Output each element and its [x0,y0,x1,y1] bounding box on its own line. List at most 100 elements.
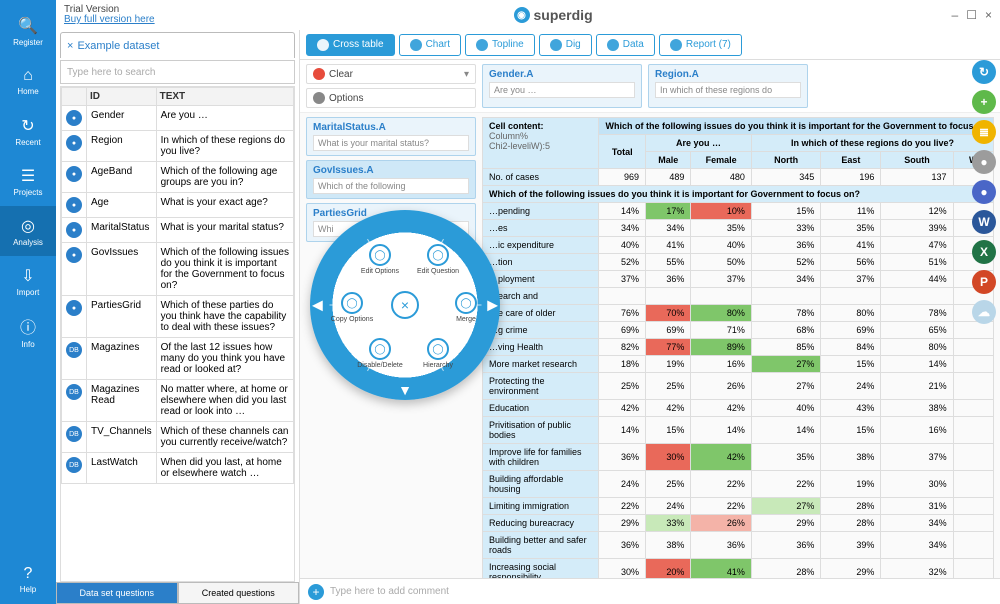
data-row[interactable]: Privitisation of public bodies14%15%14%1… [483,417,994,444]
action-button[interactable]: P [972,270,996,294]
action-button[interactable]: ● [972,180,996,204]
question-text: Of the last 12 issues how many do you th… [156,338,293,380]
data-row[interactable]: …earch and [483,288,994,305]
minimize-icon[interactable]: – [952,8,959,22]
radial-option-icon: ◯ [427,338,449,360]
add-comment-icon[interactable]: + [308,584,324,600]
radial-close-button[interactable]: × [391,291,419,319]
row-label: Reducing bureacracy [483,515,599,532]
data-row[interactable]: …ployment37%36%37%34%37%44% [483,271,994,288]
rail-register[interactable]: 🔍Register [0,6,56,56]
data-row[interactable]: More market research18%19%16%27%15%14% [483,356,994,373]
data-row[interactable]: …es34%34%35%33%35%39% [483,220,994,237]
analysis-tab-topline[interactable]: Topline [465,34,535,56]
tab-icon [670,39,682,51]
dataset-bottom-tabs: Data set questions Created questions [56,582,299,604]
question-row[interactable]: DB LastWatch When did you last, at home … [62,453,294,484]
analysis-tab-chart[interactable]: Chart [399,34,461,56]
question-row[interactable]: ● Region In which of these regions do yo… [62,131,294,162]
dataset-search-input[interactable]: Type here to search [60,60,295,84]
tab-label: Dig [566,39,581,50]
options-button[interactable]: Options [306,88,476,108]
data-row[interactable]: …tion52%55%50%52%56%51% [483,254,994,271]
top-card[interactable]: Region.AIn which of these regions do [648,64,808,108]
question-type-icon: ● [66,135,82,151]
main-area: Trial Version Buy full version here ◉ su… [56,0,1000,604]
rail-projects[interactable]: ☰Projects [0,156,56,206]
radial-option-edit-options[interactable]: ◯Edit Options [352,244,408,275]
radial-menu[interactable]: ◀ ▶ ▼ × ◯Edit Options◯Edit Question◯Copy… [310,210,500,400]
radial-option-hierarchy[interactable]: ◯Hierarchy [410,338,466,369]
rail-analysis[interactable]: ◎Analysis [0,206,56,256]
question-id: Magazines Read [87,380,157,422]
question-row[interactable]: ● PartiesGrid Which of these parties do … [62,296,294,338]
data-row[interactable]: Protecting the environment25%25%26%27%24… [483,373,994,400]
rail-home[interactable]: ⌂Home [0,56,56,106]
import-icon: ⇩ [21,266,34,286]
dataset-tab[interactable]: × Example dataset [60,32,295,58]
action-button[interactable]: ● [972,150,996,174]
question-text: What is your marital status? [156,218,293,243]
rail-recent[interactable]: ↻Recent [0,106,56,156]
question-row[interactable]: ● AgeBand Which of the following age gro… [62,162,294,193]
question-row[interactable]: ● Age What is your exact age? [62,193,294,218]
question-row[interactable]: DB TV_Channels Which of these channels c… [62,422,294,453]
radial-option-edit-question[interactable]: ◯Edit Question [410,244,466,275]
data-row[interactable]: Building better and safer roads36%38%36%… [483,532,994,559]
data-row[interactable]: …ic expenditure40%41%40%36%41%47% [483,237,994,254]
analysis-tab-cross-table[interactable]: Cross table [306,34,395,56]
close-icon[interactable]: × [985,8,992,22]
top-card[interactable]: Gender.AAre you … [482,64,642,108]
radial-left-arrow-icon[interactable]: ◀ [312,297,323,314]
question-type-icon: ● [66,110,82,126]
data-row[interactable]: Education42%42%42%40%43%38% [483,400,994,417]
data-row[interactable]: …pending14%17%10%15%11%12% [483,203,994,220]
radial-option-merge[interactable]: ◯Merge [438,292,494,323]
data-row[interactable]: Reducing bureacracy29%33%26%29%28%34% [483,515,994,532]
buy-link[interactable]: Buy full version here [64,15,155,25]
superheader: Which of the following issues do you thi… [599,118,994,135]
question-row[interactable]: DB Magazines Of the last 12 issues how m… [62,338,294,380]
side-card[interactable]: MaritalStatus.AWhat is your marital stat… [306,117,476,156]
question-row[interactable]: ● Gender Are you … [62,106,294,131]
action-button[interactable]: X [972,240,996,264]
tab-icon [550,39,562,51]
question-row[interactable]: DB Magazines Read No matter where, at ho… [62,380,294,422]
topbar: Trial Version Buy full version here ◉ su… [56,0,1000,30]
question-row[interactable]: ● MaritalStatus What is your marital sta… [62,218,294,243]
rail-import[interactable]: ⇩Import [0,256,56,306]
analysis-tab-data[interactable]: Data [596,34,655,56]
data-row[interactable]: Limiting immigration22%24%22%27%28%31% [483,498,994,515]
action-button[interactable]: ≣ [972,120,996,144]
data-row[interactable]: Increasing social responsibility30%20%41… [483,559,994,579]
data-row[interactable]: Improve life for families with children3… [483,444,994,471]
tab-dataset-questions[interactable]: Data set questions [56,582,178,604]
question-id: Region [87,131,157,162]
maximize-icon[interactable]: ☐ [966,8,977,22]
options-icon [313,92,325,104]
comment-input[interactable]: Type here to add comment [330,586,449,597]
radial-down-arrow-icon[interactable]: ▼ [398,382,412,398]
radial-option-copy-options[interactable]: ◯Copy Options [324,292,380,323]
action-button[interactable]: + [972,90,996,114]
analysis-tab-report-[interactable]: Report (7) [659,34,742,56]
data-row[interactable]: Building affordable housing24%25%22%22%1… [483,471,994,498]
rail-help[interactable]: ?Help [0,554,56,604]
data-row[interactable]: …g crime69%69%71%68%69%65% [483,322,994,339]
radial-option-label: Disable/Delete [352,362,408,369]
dataset-tab-close-icon[interactable]: × [67,40,73,52]
action-button[interactable]: W [972,210,996,234]
question-row[interactable]: ● GovIssues Which of the following issue… [62,243,294,296]
action-button[interactable]: ☁ [972,300,996,324]
data-row[interactable]: …e care of older76%70%80%78%80%78% [483,305,994,322]
side-card[interactable]: GovIssues.AWhich of the following [306,160,476,199]
tab-created-questions[interactable]: Created questions [178,582,300,604]
radial-option-disable-delete[interactable]: ◯Disable/Delete [352,338,408,369]
clear-button[interactable]: Clear ▾ [306,64,476,84]
data-row[interactable]: …ving Health82%77%89%85%84%80% [483,339,994,356]
analysis-tab-dig[interactable]: Dig [539,34,592,56]
rail-info[interactable]: ⓘInfo [0,306,56,356]
card-sub: Are you … [489,82,635,98]
action-button[interactable]: ↻ [972,60,996,84]
row-label: Increasing social responsibility [483,559,599,579]
